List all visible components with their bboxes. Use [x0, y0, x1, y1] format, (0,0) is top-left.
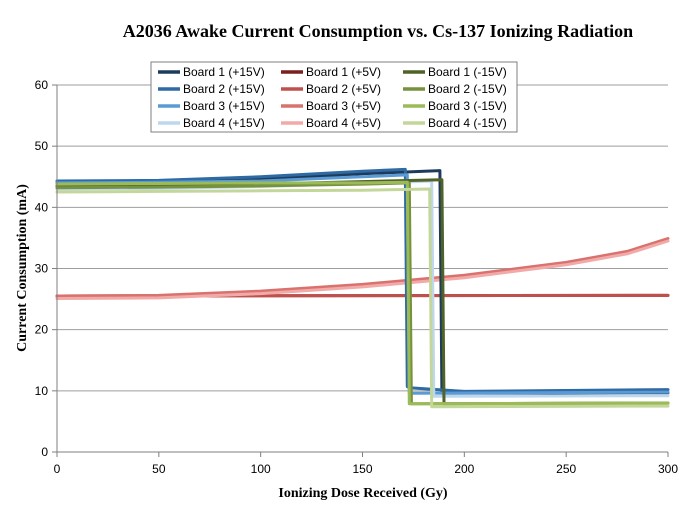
legend-label-board-2-15v: Board 2 (-15V): [428, 82, 507, 96]
x-tick-label-3: 150: [352, 462, 372, 476]
legend-label-board-3-15v: Board 3 (-15V): [428, 99, 507, 113]
legend-label-board-4-15v: Board 4 (+15V): [183, 116, 265, 130]
legend-box: [150, 61, 518, 133]
y-tick-label-4: 40: [35, 200, 49, 214]
legend-label-board-1-15v: Board 1 (-15V): [428, 65, 507, 79]
x-tick-label-6: 300: [658, 462, 678, 476]
series-line-board-3-15v: [55, 180, 670, 406]
series-line-board-2-15v: [55, 167, 670, 393]
y-tick-label-3: 30: [35, 262, 49, 276]
legend: Board 1 (+15V) Board 1 (+5V) Board 1 (-15V…: [150, 61, 518, 133]
x-tick-labels: 0 50 100 150 200 250 300: [54, 452, 678, 476]
y-tick-label-0: 0: [41, 445, 48, 459]
y-tick-labels: 0 10 20 30 40 50 60: [35, 78, 57, 459]
y-tick-label-1: 10: [35, 384, 49, 398]
x-tick-label-1: 50: [152, 462, 166, 476]
legend-label-board-2-15v: Board 2 (+15V): [183, 82, 265, 96]
y-tick-label-5: 50: [35, 139, 49, 153]
chart-title: A2036 Awake Current Consumption vs. Cs-1…: [123, 21, 633, 41]
x-tick-label-5: 250: [556, 462, 576, 476]
legend-label-board-3-15v: Board 3 (+15V): [183, 99, 265, 113]
series-line-board-4-15v: [55, 187, 670, 409]
series-line-board-4-5v: [55, 239, 670, 300]
y-axis-label: Current Consumption (mA): [15, 184, 30, 352]
y-tick-label-2: 20: [35, 323, 49, 337]
legend-label-board-4-5v: Board 4 (+5V): [306, 116, 381, 130]
x-tick-label-0: 0: [54, 462, 61, 476]
series-line-board-3-5v: [55, 237, 670, 298]
legend-label-board-4-15v: Board 4 (-15V): [428, 116, 507, 130]
legend-label-board-3-5v: Board 3 (+5V): [306, 99, 381, 113]
legend-label-board-1-15v: Board 1 (+15V): [183, 65, 265, 79]
x-axis-label: Ionizing Dose Received (Gy): [278, 486, 447, 501]
y-tick-label-6: 60: [35, 78, 49, 92]
x-tick-label-4: 200: [454, 462, 474, 476]
series-layer: [55, 167, 670, 409]
legend-label-board-2-5v: Board 2 (+5V): [306, 82, 381, 96]
legend-label-board-1-5v: Board 1 (+5V): [306, 65, 381, 79]
x-tick-label-2: 100: [251, 462, 271, 476]
